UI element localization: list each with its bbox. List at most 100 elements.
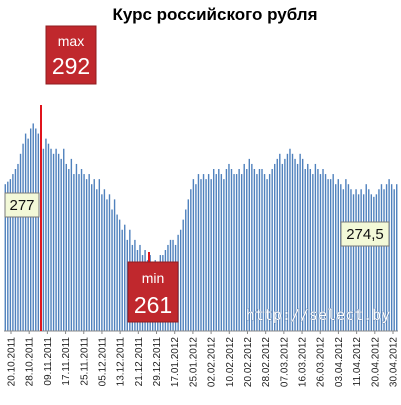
bar <box>50 148 52 331</box>
bar <box>337 179 339 332</box>
x-tick-label: 25.11.2011 <box>79 337 90 386</box>
bar <box>80 169 83 331</box>
bar <box>309 169 311 331</box>
bar <box>299 153 301 331</box>
x-tick-label: 30.04.2012 <box>389 337 400 387</box>
bar <box>24 133 27 331</box>
bar <box>243 163 245 331</box>
bar <box>45 138 47 332</box>
bar <box>223 179 225 332</box>
bar <box>205 179 207 332</box>
bar <box>179 229 182 331</box>
bar <box>113 199 116 332</box>
x-tick-label: 10.02.2012 <box>225 337 236 387</box>
bar <box>85 179 88 332</box>
x-tick-label: 20.02.2012 <box>243 337 254 387</box>
bar <box>98 179 101 332</box>
x-tick-label: 21.12.2011 <box>134 337 145 387</box>
x-tick-label: 25.01.2012 <box>188 337 199 387</box>
bar <box>307 163 309 331</box>
bar <box>256 174 258 331</box>
x-tick-label: 13.12.2011 <box>116 337 127 387</box>
bar <box>301 158 304 332</box>
x-tick-label: 29.12.2011 <box>152 337 163 387</box>
bar <box>17 163 19 331</box>
bar <box>370 194 373 331</box>
bar <box>335 184 337 331</box>
bar <box>375 194 378 331</box>
x-tick-label: 26.03.2012 <box>316 337 327 387</box>
bar <box>228 163 230 331</box>
bar <box>215 174 217 331</box>
x-tick-labels: 20.10.2011 28.10.2011 09.11.2011 17.11.2011… <box>7 331 400 387</box>
bar <box>261 169 263 331</box>
bar <box>106 199 108 332</box>
bar <box>230 169 233 331</box>
bar <box>78 174 80 331</box>
bar <box>271 169 273 331</box>
bar <box>294 158 296 332</box>
bar <box>124 224 126 331</box>
bar <box>60 158 62 332</box>
watermark-text: http://select.by <box>246 306 391 324</box>
min-callout-box <box>127 261 179 323</box>
bar <box>195 184 197 331</box>
bar <box>263 174 266 331</box>
min-callout-label: min <box>142 270 165 286</box>
bar <box>108 194 111 331</box>
bar <box>304 169 306 331</box>
bar <box>57 153 60 331</box>
bar <box>42 148 45 331</box>
bar <box>312 174 314 331</box>
bar <box>220 174 223 331</box>
bar <box>327 179 329 332</box>
start-value-callout: 277 <box>4 192 40 218</box>
bar <box>218 169 220 331</box>
bar <box>355 189 357 331</box>
end-value-box <box>340 221 390 247</box>
bar <box>368 189 370 331</box>
bar <box>101 194 103 331</box>
x-tick-label: 09.11.2011 <box>43 337 54 386</box>
bar <box>65 163 67 331</box>
bar <box>360 189 362 331</box>
bar <box>324 174 327 331</box>
x-tick-label: 02.02.2012 <box>207 337 218 387</box>
x-tick-label: 03.04.2012 <box>334 337 345 387</box>
bar <box>378 189 380 331</box>
min-callout-value: 261 <box>134 292 172 318</box>
bar <box>213 169 215 331</box>
bar <box>319 174 322 331</box>
bar <box>251 163 253 331</box>
x-tick-label: 20.10.2011 <box>7 337 18 387</box>
bar <box>207 174 210 331</box>
bar <box>9 179 12 332</box>
bar <box>345 179 347 332</box>
bar <box>362 194 365 331</box>
bar <box>210 179 212 332</box>
x-tick-label: 17.01.2012 <box>170 337 181 387</box>
bar <box>396 184 398 331</box>
bar <box>91 184 93 331</box>
bar <box>284 158 286 332</box>
bar <box>268 174 271 331</box>
bar <box>93 179 95 332</box>
bar <box>111 209 113 331</box>
bar <box>248 158 250 332</box>
bar <box>200 179 202 332</box>
bar <box>365 184 367 331</box>
bar <box>233 174 235 331</box>
bar <box>225 169 228 331</box>
bar <box>296 163 299 331</box>
bar <box>116 214 118 331</box>
bar <box>14 169 17 331</box>
bar <box>47 143 50 331</box>
bar <box>70 158 73 332</box>
end-value-callout: 274,5 <box>340 221 390 247</box>
bar <box>4 184 6 331</box>
bar <box>22 143 24 331</box>
bar <box>118 219 121 332</box>
bar <box>187 199 189 332</box>
bar <box>197 174 200 331</box>
bar <box>35 128 37 331</box>
